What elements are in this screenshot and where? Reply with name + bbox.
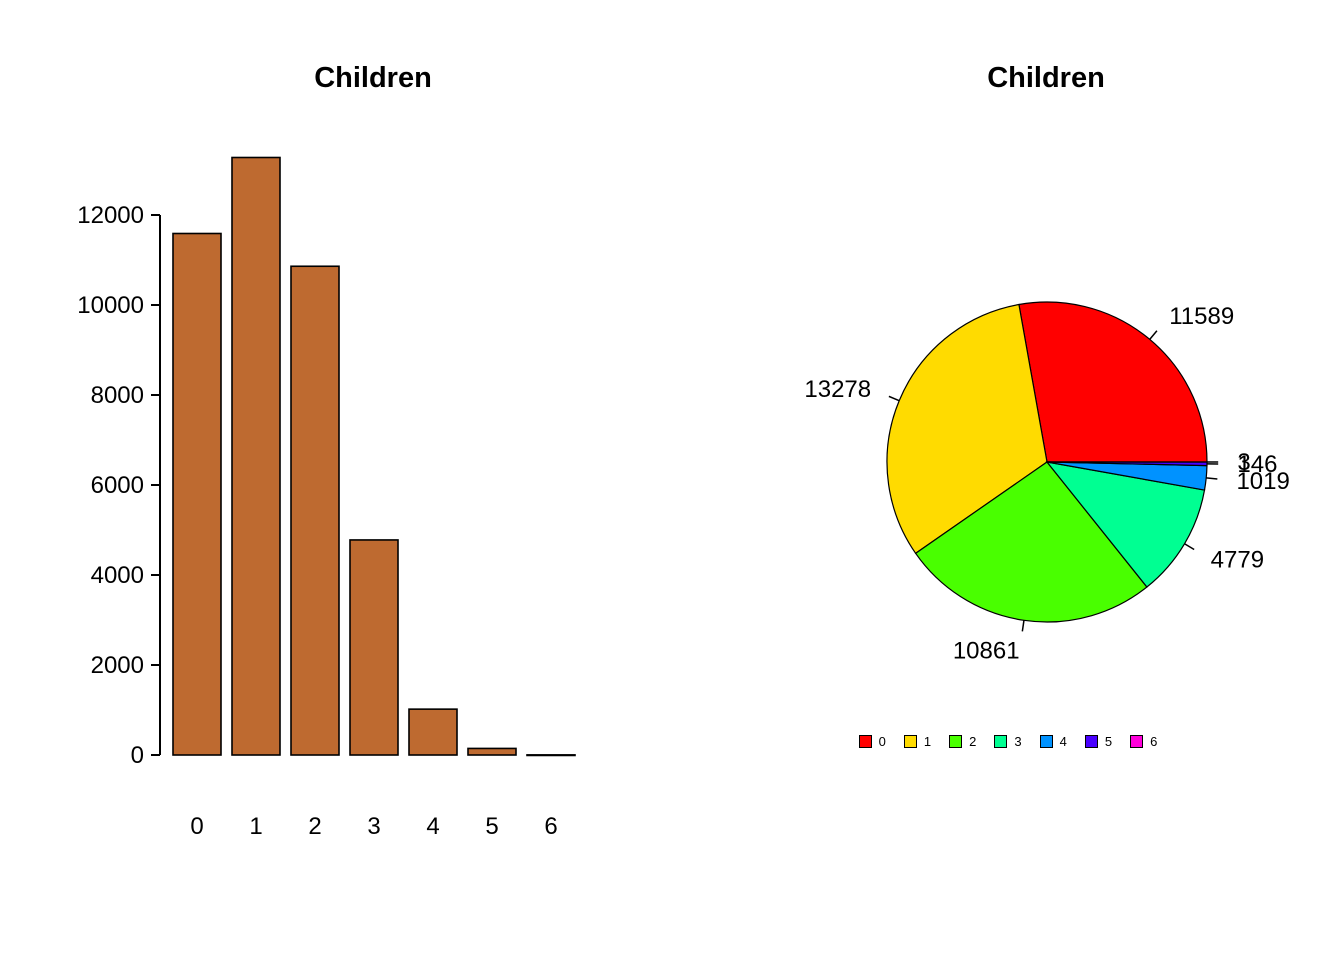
pie-slice-0 <box>1018 301 1208 463</box>
legend-swatch-icon <box>994 735 1008 748</box>
pie-label-tick <box>1184 543 1195 551</box>
pie-label-tick <box>888 395 900 402</box>
legend-item-0: 0 <box>858 734 886 749</box>
bar-5 <box>467 747 517 756</box>
x-tick-label: 0 <box>190 813 203 840</box>
legend-swatch-icon <box>903 735 917 748</box>
legend-swatch-icon <box>949 735 963 748</box>
pie-label-3: 4779 <box>1211 546 1264 573</box>
bar-2 <box>290 265 340 756</box>
x-tick-label: 6 <box>544 813 557 840</box>
x-tick-label: 2 <box>308 813 321 840</box>
legend-label: 6 <box>1150 734 1158 749</box>
pie-slice-2 <box>914 461 1148 623</box>
legend-item-1: 1 <box>903 734 932 749</box>
y-tick-label: 12000 <box>77 202 144 229</box>
legend-label: 4 <box>1059 734 1067 749</box>
y-tick-label: 10000 <box>77 292 144 319</box>
legend-item-4: 4 <box>1039 734 1067 749</box>
legend-item-6: 6 <box>1130 735 1157 748</box>
bar-0 <box>172 232 222 756</box>
legend-swatch-icon <box>1084 735 1098 748</box>
bar-6 <box>526 754 576 757</box>
y-tick-label: 6000 <box>91 472 144 499</box>
legend-swatch-icon <box>858 735 872 748</box>
bar-4 <box>408 708 458 756</box>
bar-chart: 0 2000 4000 6000 8000 10000 12000 0 1 2 3 4 5 6 <box>77 156 576 840</box>
y-tick-label: 0 <box>131 742 144 769</box>
bar-chart-title: Children <box>314 62 432 94</box>
legend-label: 3 <box>1014 734 1022 749</box>
y-tick-label: 4000 <box>91 562 144 589</box>
x-tick-label: 4 <box>426 813 439 840</box>
pie-label-1: 13278 <box>804 376 871 403</box>
y-tick-label: 8000 <box>91 382 144 409</box>
legend-swatch-icon <box>1039 735 1053 748</box>
x-tick-label: 1 <box>249 813 262 840</box>
pie-label-2: 10861 <box>953 637 1020 664</box>
x-tick-label: 5 <box>485 813 498 840</box>
pie-label-tick <box>1149 330 1158 340</box>
pie-label-5: 146 <box>1237 451 1277 478</box>
pie-label-0: 11589 <box>1169 303 1234 330</box>
legend-swatch-icon <box>1130 735 1144 748</box>
legend-item-2: 2 <box>949 735 976 748</box>
legend-label: 0 <box>878 734 886 749</box>
pie-slice-3 <box>1045 461 1206 588</box>
bar-3 <box>349 539 399 756</box>
pie-label-tick <box>1021 620 1025 632</box>
pie-label-4: 1019 <box>1236 468 1289 495</box>
bar-1 <box>231 156 281 756</box>
pie-chart-title: Children <box>987 62 1105 94</box>
pie-label-tick <box>1206 477 1218 480</box>
pie-label-6: 3 <box>1237 449 1250 476</box>
legend-item-3: 3 <box>994 734 1022 749</box>
x-tick-label: 3 <box>367 813 380 840</box>
pie-legend: 0 1 2 3 4 5 6 <box>672 735 1344 748</box>
legend-label: 5 <box>1104 734 1113 749</box>
pie-slice-1 <box>886 303 1048 555</box>
legend-label: 2 <box>969 734 977 749</box>
y-tick-label: 2000 <box>91 652 144 679</box>
legend-item-5: 5 <box>1084 734 1113 749</box>
legend-label: 1 <box>923 734 932 749</box>
